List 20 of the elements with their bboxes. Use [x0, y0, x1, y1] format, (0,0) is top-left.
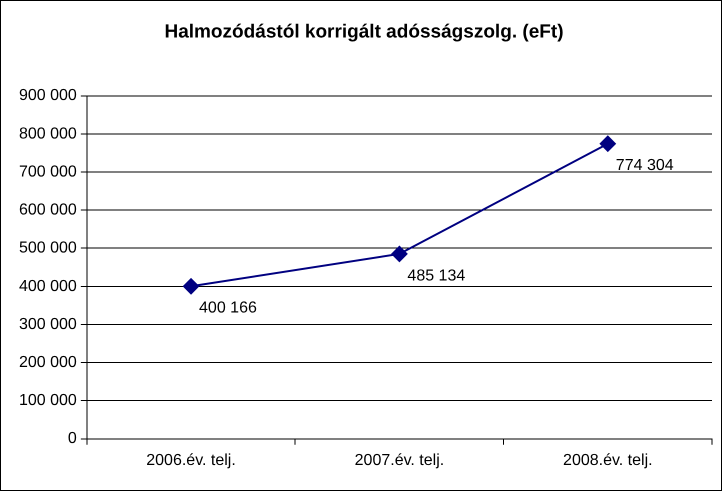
x-tick-label: 2008.év. telj. — [563, 452, 653, 469]
y-tick-label: 300 000 — [18, 316, 77, 333]
y-tick-label: 100 000 — [18, 392, 77, 410]
chart-title: Halmozódástól korrigált adósságszolg. (eFt) — [164, 22, 564, 43]
x-tick-label: 2007.év. telj. — [354, 452, 444, 469]
x-tick-label: 2006.év. telj. — [146, 452, 236, 469]
data-label: 485 134 — [407, 267, 466, 284]
y-tick-label: 200 000 — [18, 354, 77, 371]
y-tick-label: 800 000 — [18, 125, 77, 142]
y-tick-label: 900 000 — [18, 87, 77, 104]
y-tick-label: 400 000 — [18, 278, 77, 295]
y-tick-label: 0 — [68, 430, 77, 448]
point — [183, 278, 200, 294]
point — [600, 136, 616, 152]
data-label: 774 304 — [616, 157, 674, 174]
point — [391, 246, 408, 262]
y-tick-label: 700 000 — [18, 163, 77, 180]
data-label: 400 166 — [199, 300, 257, 317]
y-tick-label: 600 000 — [18, 202, 77, 219]
y-tick-label: 500 000 — [18, 240, 77, 257]
